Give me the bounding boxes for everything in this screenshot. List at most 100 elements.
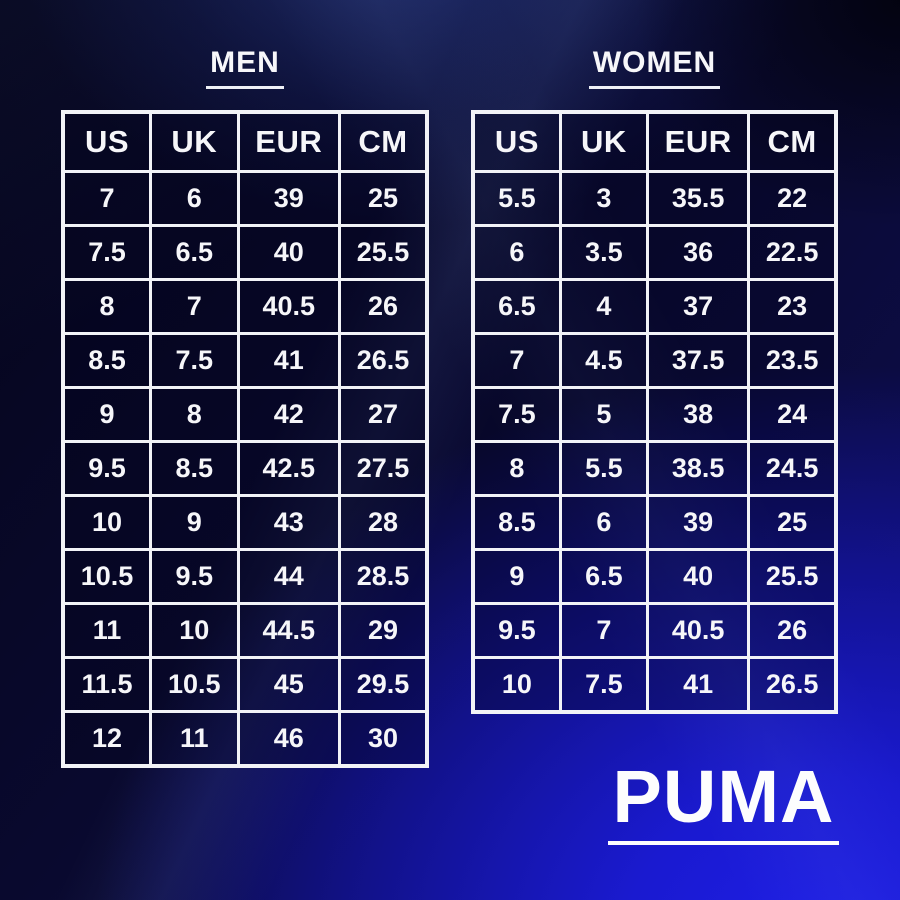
table-row: 7.5 5 38 24 xyxy=(471,386,838,443)
size-cell: 25 xyxy=(747,494,838,551)
table-row: 10.5 9.5 44 28.5 xyxy=(61,548,429,605)
size-cell: 10.5 xyxy=(149,656,240,713)
header-row: US UK EUR CM xyxy=(61,110,429,173)
size-cell: 11 xyxy=(149,710,240,768)
size-cell: 24.5 xyxy=(747,440,838,497)
puma-logo-text: PUMA xyxy=(612,755,835,838)
size-cell: 44 xyxy=(236,548,341,605)
size-cell: 7 xyxy=(471,332,562,389)
women-title-text: WOMEN xyxy=(588,48,721,89)
column-header: CM xyxy=(337,110,429,173)
size-cell: 30 xyxy=(337,710,429,768)
size-cell: 10.5 xyxy=(61,548,153,605)
size-cell: 8.5 xyxy=(61,332,153,389)
size-cell: 27.5 xyxy=(337,440,429,497)
size-cell: 8.5 xyxy=(471,494,562,551)
size-cell: 8 xyxy=(149,386,240,443)
size-cell: 6 xyxy=(149,170,240,227)
table-row: 11 10 44.5 29 xyxy=(61,602,429,659)
column-header: US xyxy=(471,110,562,173)
size-cell: 26 xyxy=(747,602,838,659)
table-row: 9 6.5 40 25.5 xyxy=(471,548,838,605)
size-cell: 22 xyxy=(747,170,838,227)
men-size-table: US UK EUR CM 7 6 39 25 7.5 6.5 40 25.5 8 7 40.5 26 8.5 7.… xyxy=(61,110,429,768)
size-cell: 7.5 xyxy=(471,386,562,443)
men-title: MEN xyxy=(61,48,429,89)
women-section: WOMEN US UK EUR CM 5.5 3 35.5 22 6 3.5 36 22.5 6.5 4 3… xyxy=(471,48,838,714)
size-cell: 3.5 xyxy=(558,224,650,281)
size-cell: 9.5 xyxy=(61,440,153,497)
table-row: 6 3.5 36 22.5 xyxy=(471,224,838,281)
table-row: 8.5 6 39 25 xyxy=(471,494,838,551)
size-cell: 8 xyxy=(471,440,562,497)
table-row: 12 11 46 30 xyxy=(61,710,429,768)
size-cell: 38 xyxy=(646,386,751,443)
size-cell: 8 xyxy=(61,278,153,335)
size-cell: 41 xyxy=(646,656,751,714)
size-cell: 40 xyxy=(646,548,751,605)
size-cell: 10 xyxy=(61,494,153,551)
size-cell: 4.5 xyxy=(558,332,650,389)
size-cell: 26.5 xyxy=(747,656,838,714)
women-size-table: US UK EUR CM 5.5 3 35.5 22 6 3.5 36 22.5 6.5 4 37 23 7 4.… xyxy=(471,110,838,714)
size-cell: 7.5 xyxy=(61,224,153,281)
size-cell: 8.5 xyxy=(149,440,240,497)
size-cell: 5 xyxy=(558,386,650,443)
size-cell: 46 xyxy=(236,710,341,768)
size-cell: 9 xyxy=(149,494,240,551)
column-header: CM xyxy=(747,110,838,173)
women-title: WOMEN xyxy=(471,48,838,89)
table-row: 8 5.5 38.5 24.5 xyxy=(471,440,838,497)
size-cell: 10 xyxy=(149,602,240,659)
size-cell: 7 xyxy=(61,170,153,227)
size-cell: 45 xyxy=(236,656,341,713)
size-cell: 25.5 xyxy=(337,224,429,281)
size-cell: 6.5 xyxy=(471,278,562,335)
size-cell: 4 xyxy=(558,278,650,335)
size-cell: 28.5 xyxy=(337,548,429,605)
size-cell: 39 xyxy=(646,494,751,551)
header-row: US UK EUR CM xyxy=(471,110,838,173)
size-cell: 42 xyxy=(236,386,341,443)
size-cell: 7 xyxy=(558,602,650,659)
size-cell: 26.5 xyxy=(337,332,429,389)
table-row: 10 9 43 28 xyxy=(61,494,429,551)
men-title-text: MEN xyxy=(206,48,284,89)
table-row: 7 6 39 25 xyxy=(61,170,429,227)
table-row: 7 4.5 37.5 23.5 xyxy=(471,332,838,389)
size-cell: 7.5 xyxy=(149,332,240,389)
size-cell: 9.5 xyxy=(471,602,562,659)
size-cell: 6.5 xyxy=(149,224,240,281)
size-cell: 25 xyxy=(337,170,429,227)
size-cell: 40 xyxy=(236,224,341,281)
table-row: 7.5 6.5 40 25.5 xyxy=(61,224,429,281)
puma-logo-underline xyxy=(608,841,839,845)
column-header: EUR xyxy=(236,110,341,173)
size-cell: 5.5 xyxy=(558,440,650,497)
size-cell: 9 xyxy=(471,548,562,605)
size-cell: 6 xyxy=(471,224,562,281)
table-row: 9.5 7 40.5 26 xyxy=(471,602,838,659)
size-cell: 7.5 xyxy=(558,656,650,714)
size-cell: 40.5 xyxy=(236,278,341,335)
table-row: 9 8 42 27 xyxy=(61,386,429,443)
size-cell: 11.5 xyxy=(61,656,153,713)
size-cell: 7 xyxy=(149,278,240,335)
table-row: 8.5 7.5 41 26.5 xyxy=(61,332,429,389)
size-cell: 12 xyxy=(61,710,153,768)
puma-logo: PUMA xyxy=(608,760,839,845)
size-cell: 36 xyxy=(646,224,751,281)
size-cell: 41 xyxy=(236,332,341,389)
size-cell: 3 xyxy=(558,170,650,227)
size-cell: 44.5 xyxy=(236,602,341,659)
size-cell: 27 xyxy=(337,386,429,443)
size-cell: 35.5 xyxy=(646,170,751,227)
size-cell: 25.5 xyxy=(747,548,838,605)
size-cell: 11 xyxy=(61,602,153,659)
table-row: 11.5 10.5 45 29.5 xyxy=(61,656,429,713)
column-header: US xyxy=(61,110,153,173)
size-cell: 5.5 xyxy=(471,170,562,227)
table-row: 5.5 3 35.5 22 xyxy=(471,170,838,227)
size-cell: 39 xyxy=(236,170,341,227)
